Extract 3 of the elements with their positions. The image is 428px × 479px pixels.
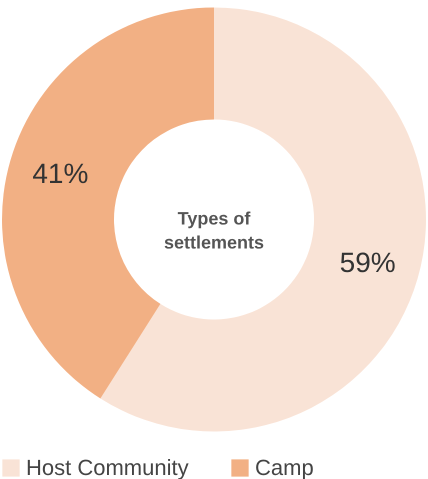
data-label: 59% (340, 247, 396, 278)
data-label: 41% (32, 158, 88, 189)
text: Types of settlements (164, 208, 264, 252)
